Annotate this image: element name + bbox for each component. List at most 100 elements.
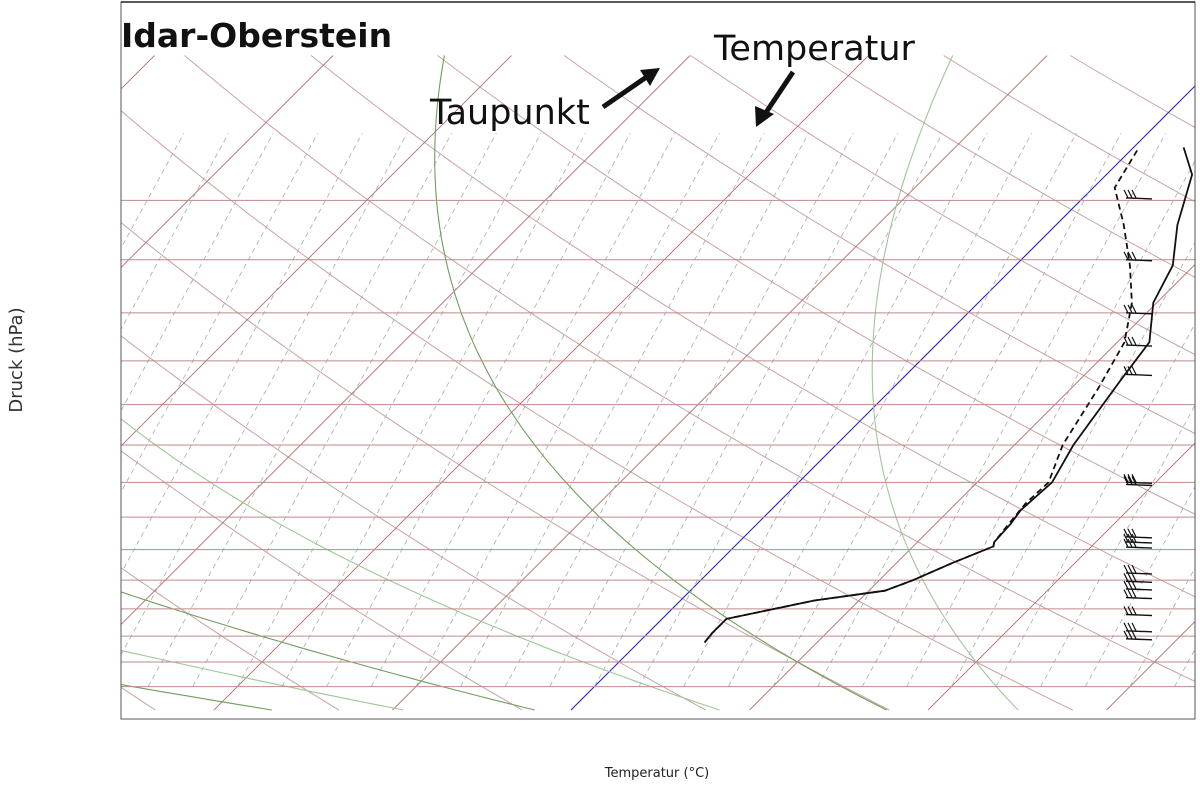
wind-barb-shaft — [1125, 373, 1153, 377]
isotherm — [213, 55, 869, 711]
wind-barb — [1123, 538, 1153, 549]
mixing-ratio-line — [121, 132, 229, 331]
wind-barb — [1123, 606, 1153, 617]
wind-barb-feather — [1123, 589, 1129, 598]
mixing-ratio-line — [460, 132, 765, 687]
mixing-ratio-line — [121, 132, 363, 575]
wind-barb-feather — [1127, 336, 1133, 346]
wind-barb-feather — [1131, 366, 1137, 375]
mixing-ratio-line — [415, 132, 720, 687]
wind-barb-shaft — [1125, 197, 1153, 200]
isotherm — [749, 263, 1195, 711]
mixing-ratio-line — [594, 132, 899, 687]
arrow-temperature — [755, 70, 796, 127]
mixing-ratio-line — [370, 132, 676, 687]
mixing-ratio-line — [638, 132, 943, 687]
wind-barb — [1123, 476, 1153, 487]
dry-adiabat — [121, 567, 340, 711]
wind-barb-feather — [1127, 528, 1133, 538]
isotherm — [121, 55, 512, 447]
wind-barb-shaft — [1125, 638, 1153, 641]
wind-barb-feather — [1123, 366, 1129, 375]
wind-barb-feather — [1127, 366, 1133, 375]
wind-barb-feather — [1127, 564, 1133, 574]
mixing-ratio-line — [192, 132, 497, 687]
wind-barb-feather — [1131, 336, 1137, 346]
mixing-ratio-line — [1040, 404, 1195, 687]
mixing-ratio-line — [906, 160, 1195, 687]
chart-title: Idar-Oberstein — [121, 16, 392, 55]
wind-barb-shaft — [1125, 481, 1153, 485]
isotherm — [121, 55, 691, 626]
wind-barb-feather — [1123, 564, 1129, 574]
wind-barb-feather — [1123, 622, 1129, 632]
wind-barb-feather — [1131, 573, 1137, 582]
wind-barb-shaft — [1125, 546, 1153, 549]
wind-barb-shaft — [1125, 259, 1153, 262]
annotation-temperature: Temperatur — [713, 29, 916, 69]
wind-barb-shaft — [1125, 536, 1153, 539]
moist-adiabat — [121, 591, 535, 711]
mixing-ratio-line — [772, 132, 1077, 687]
wind-barb-shaft — [1125, 541, 1153, 544]
wind-barb-feather — [1131, 474, 1137, 483]
wind-barb-feather — [1131, 606, 1137, 615]
wind-barb-feather — [1131, 622, 1137, 632]
wind-barb-feather — [1127, 538, 1133, 548]
wind-barb-feather — [1127, 630, 1133, 640]
mixing-ratio-line — [281, 132, 586, 687]
dry-adiabat — [816, 55, 1195, 278]
wind-barb-feather — [1127, 474, 1133, 483]
isotherm — [121, 55, 334, 269]
wind-barb — [1123, 336, 1153, 347]
wind-barb-shaft — [1125, 588, 1153, 591]
wind-barb-feather — [1131, 189, 1137, 199]
wind-barb-shaft — [1125, 580, 1153, 584]
wind-barb-feather — [1123, 474, 1129, 483]
mixing-ratio-line — [549, 132, 854, 687]
mixing-ratio-line — [727, 132, 1033, 687]
mixing-ratio-line — [121, 132, 408, 656]
wind-barb-feather — [1123, 528, 1129, 538]
wind-barb-feather — [1123, 533, 1129, 543]
wind-barb-feather — [1123, 573, 1129, 582]
wind-barb — [1123, 474, 1153, 485]
wind-barb-shaft — [1125, 630, 1153, 633]
wind-barb-feather — [1127, 589, 1133, 598]
wind-barb-feather — [1127, 304, 1133, 314]
wind-barb-feather — [1123, 580, 1129, 590]
mixing-ratio-line — [326, 132, 631, 687]
wind-barb-shaft — [1125, 572, 1153, 575]
wind-barb — [1123, 630, 1153, 641]
wind-barb-feather — [1127, 622, 1133, 632]
mixing-ratio-line — [121, 132, 185, 249]
y-axis-title: Druck (hPa) — [6, 307, 27, 412]
wind-barb — [1123, 564, 1153, 575]
wind-barb-feather — [1131, 533, 1137, 543]
wind-barb-feather — [1131, 630, 1137, 640]
wind-barb-feather — [1131, 580, 1137, 590]
wind-barb-feather — [1123, 304, 1129, 314]
mixing-ratio-line — [817, 132, 1122, 687]
freezing-isotherm — [570, 85, 1195, 711]
wind-barb-feather — [1123, 336, 1129, 346]
wind-barb-feather — [1123, 189, 1129, 199]
dewpoint-line — [703, 146, 1140, 644]
wind-barb-feather — [1127, 580, 1133, 590]
wind-barb — [1123, 528, 1153, 539]
mixing-ratio-line — [147, 132, 453, 687]
isotherm — [392, 55, 1048, 711]
wind-barb-feather — [1127, 606, 1133, 615]
annotation-dewpoint: Taupunkt — [429, 93, 590, 133]
wind-barb-shaft — [1125, 596, 1153, 600]
wind-barb — [1123, 189, 1153, 200]
wind-barb — [1123, 366, 1153, 377]
wind-barb-feather — [1127, 533, 1133, 543]
wind-barb — [1123, 533, 1153, 544]
mixing-ratio-line — [683, 132, 988, 687]
wind-barb-feather — [1127, 573, 1133, 582]
mixing-ratio-line — [951, 241, 1195, 687]
wind-barb-feather — [1131, 538, 1137, 548]
